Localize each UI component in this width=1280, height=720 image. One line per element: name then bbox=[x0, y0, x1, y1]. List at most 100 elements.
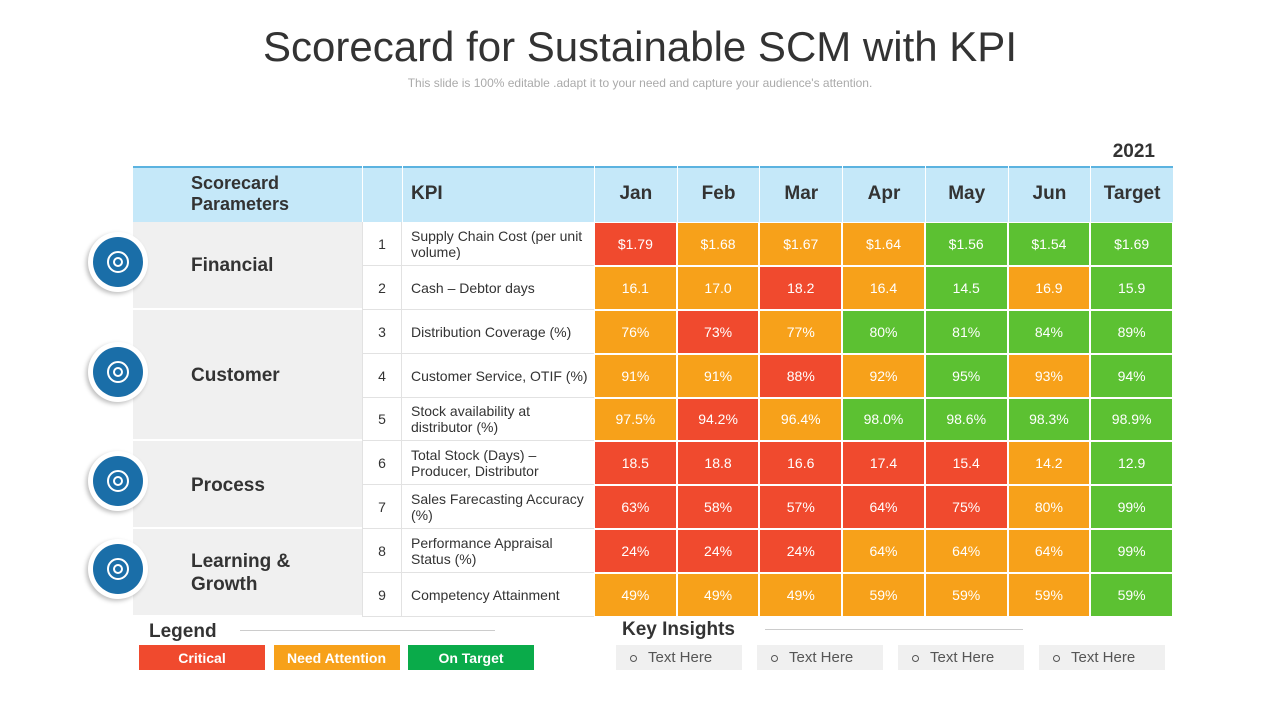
row-number: 8 bbox=[362, 529, 402, 574]
header-month: Apr bbox=[842, 166, 925, 222]
kpi-cell: $1.54 bbox=[1007, 222, 1091, 266]
kpi-cell: 76% bbox=[594, 309, 677, 354]
row-line bbox=[362, 572, 594, 574]
insight-text: Text Here bbox=[930, 649, 995, 666]
kpi-cell: 59% bbox=[924, 573, 1008, 617]
group-name: Customer bbox=[191, 365, 280, 387]
insight-bullet bbox=[630, 655, 637, 662]
group-icon bbox=[88, 231, 148, 292]
insight-box bbox=[757, 645, 883, 670]
insight-text: Text Here bbox=[1071, 649, 1136, 666]
kpi-cell: 89% bbox=[1090, 309, 1173, 354]
kpi-cell: 91% bbox=[676, 353, 760, 398]
kpi-cell: 80% bbox=[1007, 485, 1091, 530]
insights-rule bbox=[765, 629, 1023, 630]
kpi-cell: 93% bbox=[1007, 353, 1091, 398]
header-month: Target bbox=[1090, 166, 1173, 222]
kpi-cell: 15.4 bbox=[924, 441, 1008, 486]
kpi-cell: 59% bbox=[1007, 573, 1091, 617]
header-divider bbox=[362, 166, 363, 222]
kpi-cell: 84% bbox=[1007, 309, 1091, 354]
kpi-cell: $1.79 bbox=[594, 222, 677, 266]
kpi-cell: 94% bbox=[1090, 353, 1173, 398]
kpi-cell: 59% bbox=[1090, 573, 1173, 617]
insight-text: Text Here bbox=[648, 649, 713, 666]
group-bg bbox=[133, 441, 362, 530]
header-divider bbox=[402, 166, 403, 222]
kpi-name: Supply Chain Cost (per unit volume) bbox=[411, 227, 583, 260]
row-number: 1 bbox=[362, 222, 402, 266]
kpi-cell: 99% bbox=[1090, 485, 1173, 530]
legend-item: Need Attention bbox=[273, 645, 400, 670]
header-bg bbox=[133, 166, 1173, 222]
legend-item: On Target bbox=[408, 645, 534, 670]
row-number: 6 bbox=[362, 441, 402, 486]
insights-title: Key Insights bbox=[622, 619, 735, 640]
insight-box bbox=[898, 645, 1024, 670]
kpi-cell: 64% bbox=[1007, 529, 1091, 574]
header-kpi: KPI bbox=[411, 183, 443, 204]
header-month: Feb bbox=[676, 166, 760, 222]
kpi-name: Total Stock (Days) – Producer, Distribut… bbox=[411, 447, 539, 480]
kpi-name: Distribution Coverage (%) bbox=[411, 323, 572, 340]
kpi-cell: 92% bbox=[842, 353, 925, 398]
kpi-cell: 58% bbox=[676, 485, 760, 530]
insight-box bbox=[1039, 645, 1165, 670]
kpi-name: Customer Service, OTIF (%) bbox=[411, 367, 588, 384]
kpi-cell: 24% bbox=[594, 529, 677, 574]
kpi-cell: 57% bbox=[759, 485, 843, 530]
kpi-cell: 18.8 bbox=[676, 441, 760, 486]
kpi-cell: 16.6 bbox=[759, 441, 843, 486]
kpi-cell: 63% bbox=[594, 485, 677, 530]
kpi-cell: 81% bbox=[924, 309, 1008, 354]
kpi-cell: 75% bbox=[924, 485, 1008, 530]
title: Scorecard for Sustainable SCM with KPI bbox=[263, 23, 1017, 70]
kpi-name: Cash – Debtor days bbox=[411, 279, 535, 296]
kpi-cell: $1.69 bbox=[1090, 222, 1173, 266]
kpi-cell: 16.1 bbox=[594, 265, 677, 310]
group-bg bbox=[133, 222, 362, 310]
kpi-cell: $1.64 bbox=[842, 222, 925, 266]
kpi-cell: 17.0 bbox=[676, 265, 760, 310]
kpi-cell: 18.2 bbox=[759, 265, 843, 310]
kpi-cell: 12.9 bbox=[1090, 441, 1173, 486]
row-line bbox=[362, 352, 594, 354]
row-number: 4 bbox=[362, 353, 402, 398]
subtitle: This slide is 100% editable .adapt it to… bbox=[407, 76, 873, 90]
header-month: Jun bbox=[1007, 166, 1091, 222]
year: 2021 bbox=[1112, 141, 1155, 162]
icon-circle bbox=[93, 456, 143, 507]
group-icon bbox=[88, 451, 148, 512]
kpi-cell: 97.5% bbox=[594, 397, 677, 442]
insight-bullet bbox=[771, 655, 778, 662]
row-number: 9 bbox=[362, 573, 402, 617]
kpi-cell: 17.4 bbox=[842, 441, 925, 486]
kpi-cell: $1.67 bbox=[759, 222, 843, 266]
header-month: Mar bbox=[759, 166, 842, 222]
kpi-cell: 18.5 bbox=[594, 441, 677, 486]
header-month: May bbox=[924, 166, 1008, 222]
row-line bbox=[362, 616, 594, 617]
icon bbox=[107, 250, 129, 273]
kpi-cell: $1.68 bbox=[676, 222, 760, 266]
row-line bbox=[362, 396, 594, 398]
group-name: Learning & Growth bbox=[191, 551, 291, 596]
kpi-cell: 24% bbox=[676, 529, 760, 574]
insight-bullet bbox=[1053, 655, 1060, 662]
kpi-cell: 14.2 bbox=[1007, 441, 1091, 486]
kpi-cell: 98.3% bbox=[1007, 397, 1091, 442]
kpi-cell: 15.9 bbox=[1090, 265, 1173, 310]
row-number: 5 bbox=[362, 397, 402, 442]
group-bg bbox=[133, 529, 362, 617]
kpi-cell: 64% bbox=[924, 529, 1008, 574]
kpi-name: Stock availability at distributor (%) bbox=[411, 403, 531, 436]
legend-rule bbox=[240, 630, 495, 631]
icon bbox=[107, 558, 129, 581]
kpi-cell: 64% bbox=[842, 529, 925, 574]
kpi-cell: 88% bbox=[759, 353, 843, 398]
kpi-cell: 64% bbox=[842, 485, 925, 530]
kpi-cell: 24% bbox=[759, 529, 843, 574]
header-params: Scorecard Parameters bbox=[191, 173, 290, 214]
insight-text: Text Here bbox=[789, 649, 854, 666]
kpi-cell: 91% bbox=[594, 353, 677, 398]
